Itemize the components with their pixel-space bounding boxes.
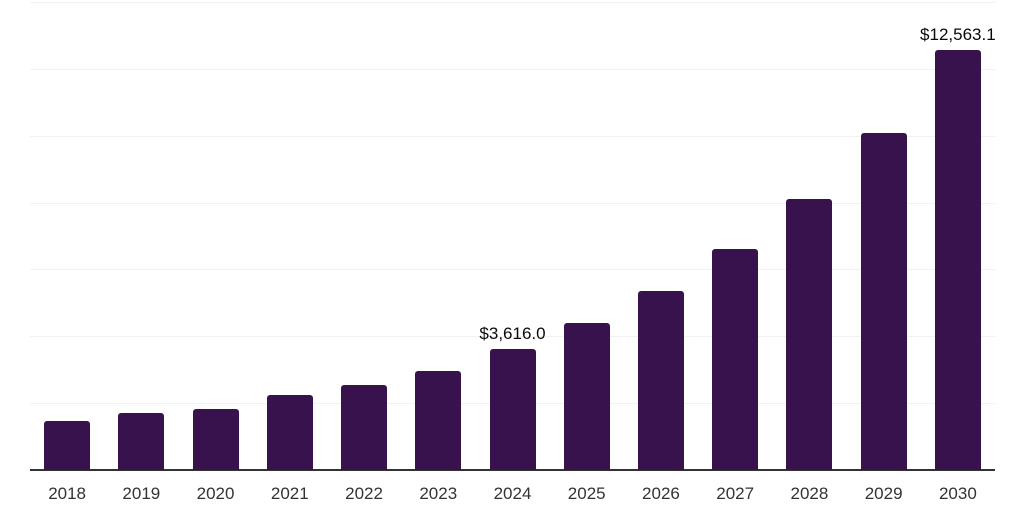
bar: [637, 291, 684, 470]
x-axis-tick-label: 2022: [345, 484, 383, 503]
bar: [192, 409, 239, 470]
gridline: [30, 202, 995, 204]
bar: [489, 349, 536, 470]
gridline: [30, 135, 995, 137]
x-axis-tick-label: 2021: [270, 484, 309, 503]
bar-value-label: $12,563.1: [920, 25, 996, 45]
x-axis-tick-label: 2023: [419, 484, 458, 503]
bar: [341, 385, 388, 470]
x-axis-tick-label: 2024: [493, 484, 532, 503]
x-axis-tick-label: 2030: [938, 484, 977, 503]
bar: [118, 413, 165, 470]
gridline: [30, 2, 995, 3]
bar: [860, 132, 907, 470]
x-axis-tick-label: 2025: [567, 484, 606, 503]
x-axis-tick-label: 2019: [122, 484, 161, 503]
bar: [563, 323, 610, 470]
x-axis-tick-label: 2018: [48, 484, 87, 503]
gridline: [30, 68, 995, 70]
bar: [415, 371, 462, 470]
x-axis-tick-label: 2028: [790, 484, 829, 503]
x-axis-tick-label: 2029: [864, 484, 903, 503]
bar: [934, 50, 981, 470]
bar: [712, 249, 759, 470]
x-axis-tick-label: 2026: [642, 484, 680, 503]
x-axis-tick-label: 2020: [196, 484, 235, 503]
bar: [266, 395, 313, 470]
x-axis-line: [30, 469, 995, 471]
gridline: [30, 269, 995, 271]
bar: [786, 198, 833, 470]
bar: [44, 421, 91, 470]
x-axis-tick-label: 2027: [716, 484, 755, 503]
bar-value-label: $3,616.0: [479, 324, 546, 344]
gridline: [30, 336, 995, 338]
